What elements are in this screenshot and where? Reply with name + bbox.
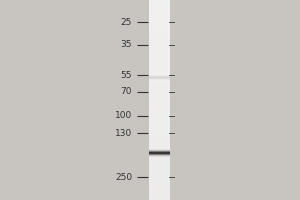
Bar [148, 0, 170, 200]
Text: 130: 130 [115, 129, 132, 138]
Text: 25: 25 [121, 18, 132, 27]
Text: 100: 100 [115, 111, 132, 120]
Text: 55: 55 [121, 71, 132, 80]
Text: 70: 70 [121, 87, 132, 96]
Text: 35: 35 [121, 40, 132, 49]
Text: 250: 250 [115, 173, 132, 182]
